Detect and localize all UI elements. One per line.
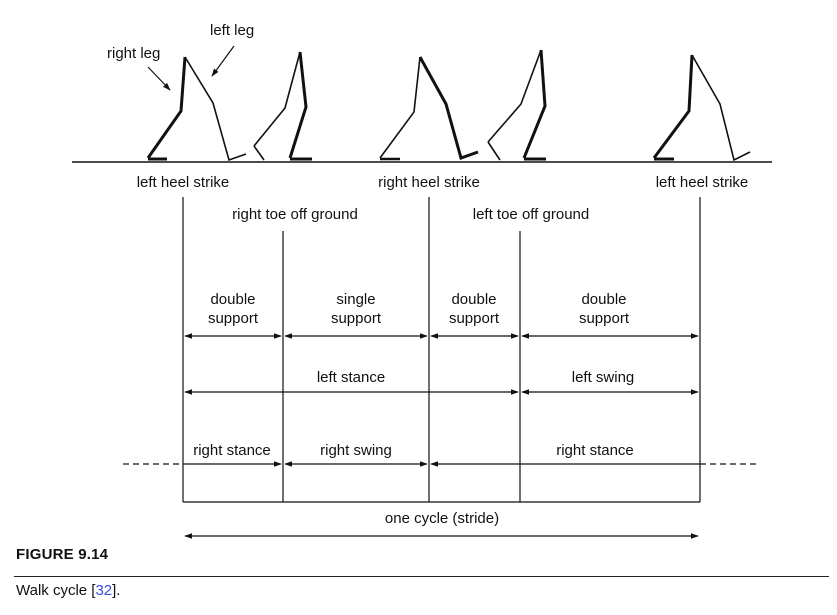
leg-figure-1: [146, 56, 247, 162]
phase-double-support-3-line2: support: [579, 310, 630, 327]
right-stance-label-1: right stance: [193, 442, 271, 459]
leg-figure-3: [379, 56, 479, 161]
right-leg-label: right leg: [107, 45, 160, 62]
leg-figure-4: [487, 49, 547, 161]
walk-cycle-diagram: right leg left leg left heel strike righ…: [72, 22, 772, 539]
phase-single-support-line2: support: [331, 310, 382, 327]
phase-double-support-1-line1: double: [210, 291, 255, 308]
cycle-label: one cycle (stride): [385, 510, 499, 527]
caption-text: Walk cycle [: [16, 582, 96, 599]
left-swing-label: left swing: [572, 369, 635, 386]
citation-link[interactable]: 32: [95, 582, 113, 599]
caption-divider: [14, 576, 829, 577]
event-right-toe-off: right toe off ground: [232, 206, 358, 223]
event-lines: [182, 197, 701, 502]
left-leg-pointer-arrow: [211, 45, 235, 77]
left-leg-label: left leg: [210, 22, 254, 39]
event-left-toe-off: left toe off ground: [473, 206, 589, 223]
right-swing-label: right swing: [320, 442, 392, 459]
right-stance-label-2: right stance: [556, 442, 634, 459]
phase-double-support-3-line1: double: [581, 291, 626, 308]
phase-double-support-2-line1: double: [451, 291, 496, 308]
leg-figure-5: [652, 54, 751, 162]
phase-double-support-2-line2: support: [449, 310, 500, 327]
caption-end: ].: [112, 582, 121, 599]
phase-double-support-1-line2: support: [208, 310, 259, 327]
leg-figure-2: [253, 51, 312, 161]
event-right-heel-strike: right heel strike: [378, 174, 480, 191]
left-stance-label: left stance: [317, 369, 385, 386]
right-leg-pointer-arrow: [147, 66, 171, 91]
phase-single-support-line1: single: [336, 291, 375, 308]
figure-label: FIGURE 9.14: [16, 546, 109, 563]
figure-caption: Walk cycle [32].: [16, 582, 120, 599]
event-left-heel-strike-2: left heel strike: [656, 174, 749, 191]
event-left-heel-strike-1: left heel strike: [137, 174, 230, 191]
